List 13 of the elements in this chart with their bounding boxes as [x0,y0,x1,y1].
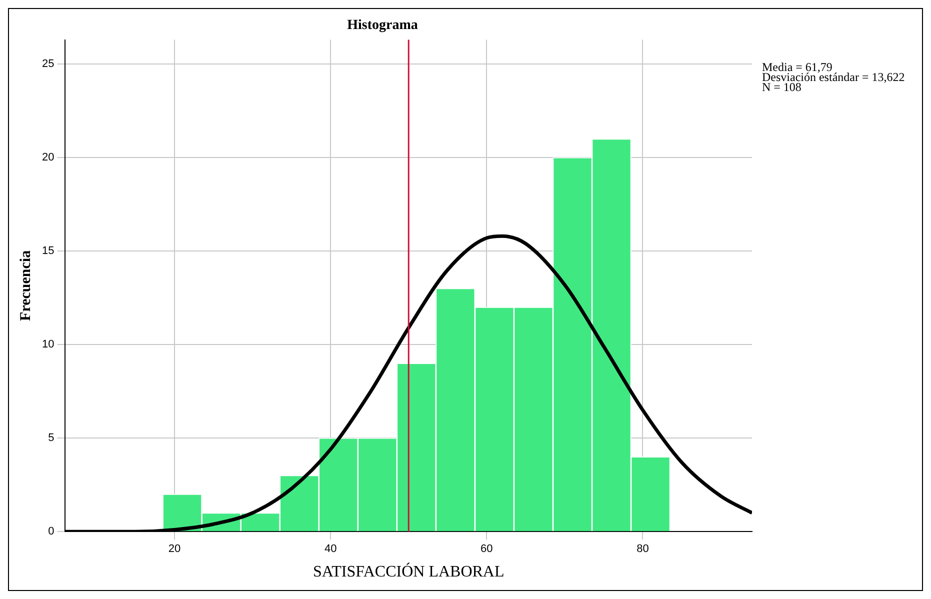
y-tick-label: 15 [42,245,54,258]
y-tick-label: 10 [42,338,54,351]
y-axis-title: Frecuencia [18,250,34,321]
chart-title: Histograma [347,18,418,34]
x-tick-label: 40 [324,543,337,556]
y-tick-label: 25 [42,58,54,70]
x-axis-title: SATISFACCIÓN LABORAL [312,562,504,581]
y-tick-label: 20 [42,152,54,164]
y-tick-label: 5 [48,432,54,444]
x-tick-label: 80 [636,543,649,556]
x-tick-label: 60 [480,543,493,556]
x-tick-label: 20 [168,543,181,556]
y-tick-label: 0 [48,526,54,538]
